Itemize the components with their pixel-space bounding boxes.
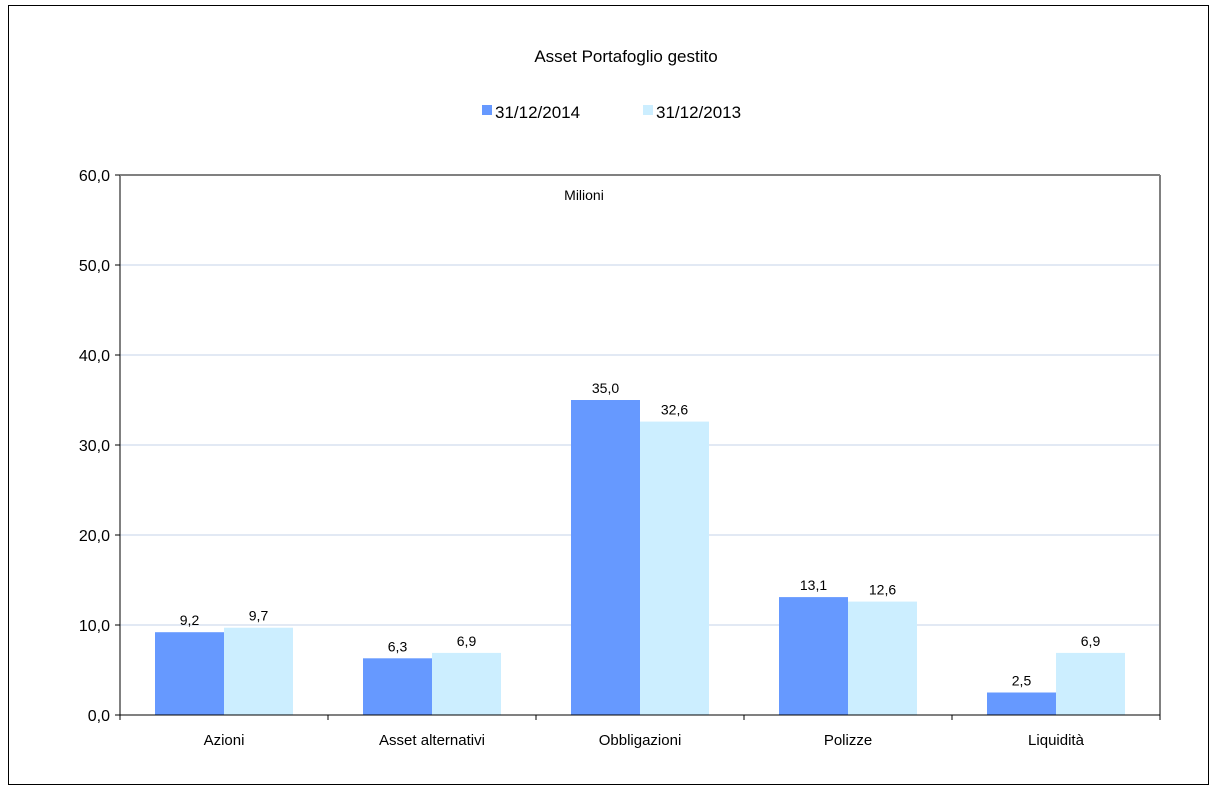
data-label: 6,3 [388,638,408,654]
data-label: 12,6 [869,582,896,598]
y-tick-label: 20,0 [79,528,110,545]
bar-2013 [640,421,709,715]
bar-2013 [224,627,293,715]
category-label: Liquidità [1028,732,1085,749]
category-label: Obbligazioni [599,732,682,749]
bar-2014 [779,597,848,715]
y-tick-label: 60,0 [79,168,110,185]
category-label: Azioni [204,732,245,749]
bar-2013 [1056,652,1125,715]
category-label: Polizze [824,732,872,749]
legend-label-2013: 31/12/2013 [656,103,741,122]
bar-2014 [571,400,640,715]
legend-label-2014: 31/12/2014 [495,103,580,122]
y-tick-label: 30,0 [79,438,110,455]
y-tick-label: 10,0 [79,618,110,635]
y-tick-label: 50,0 [79,258,110,275]
bar-2013 [432,652,501,715]
data-label: 13,1 [800,577,827,593]
data-label: 32,6 [661,402,688,418]
data-label: 35,0 [592,380,619,396]
bar-2014 [363,658,432,715]
bar-2013 [848,601,917,715]
category-label: Asset alternativi [379,732,485,749]
bar-2014 [987,692,1056,715]
chart-legend: 31/12/2014 31/12/2013 [482,103,741,122]
data-label: 6,9 [1081,633,1101,649]
axes: 0,0 10,0 20,0 30,0 40,0 50,0 60,0 [79,168,1161,725]
units-annotation: Milioni [564,187,604,203]
data-label: 9,7 [249,608,269,624]
legend-swatch-2013 [643,105,653,115]
legend-swatch-2014 [482,105,492,115]
labels: 9,2 9,7 Azioni 6,3 6,9 Asset alternativi 35,0 3… [180,380,1101,749]
data-label: 9,2 [180,612,200,628]
bar-2014 [155,632,224,715]
chart-title: Asset Portafoglio gestito [534,47,717,66]
bars [155,400,1125,715]
data-label: 6,9 [457,633,477,649]
y-tick-label: 0,0 [88,708,110,725]
y-tick-label: 40,0 [79,348,110,365]
data-label: 2,5 [1012,673,1032,689]
